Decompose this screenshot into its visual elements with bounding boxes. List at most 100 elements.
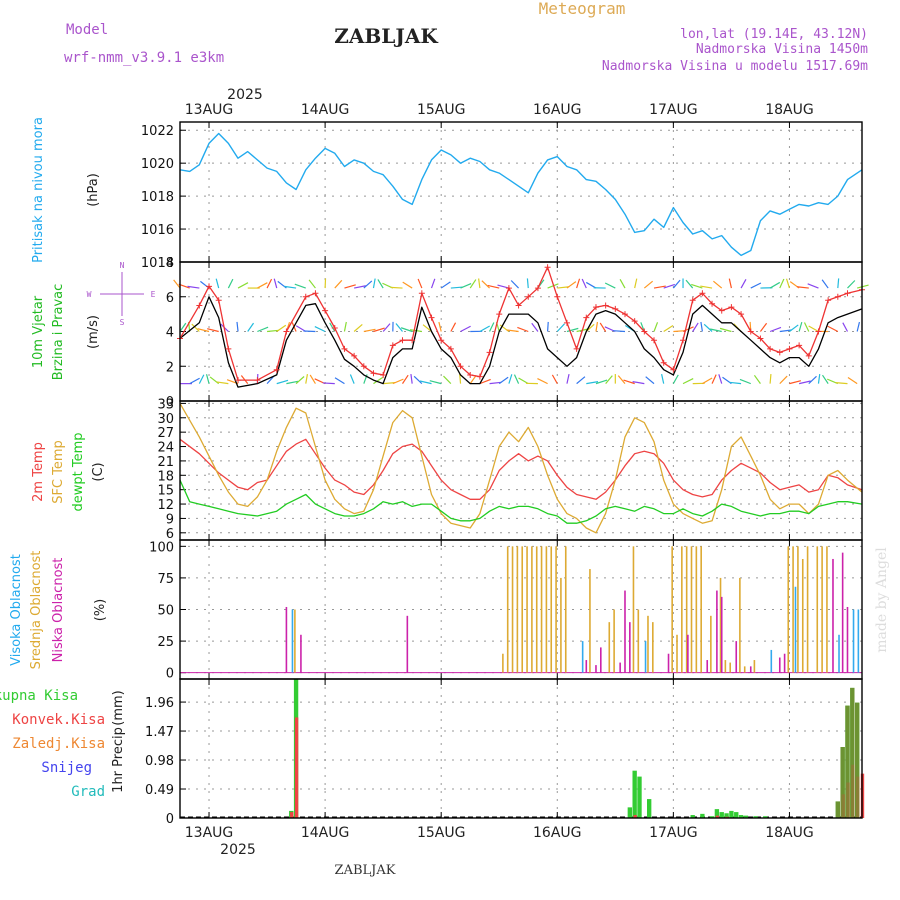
wind-arrow <box>267 329 280 333</box>
tick-label: 1.47 <box>145 725 174 740</box>
wind-arrow <box>585 281 597 289</box>
panel-frame <box>179 261 863 402</box>
rain-total-bar <box>647 799 652 818</box>
wind-arrow <box>842 322 849 332</box>
wind-arrow <box>847 280 856 289</box>
wind-arrow <box>769 281 781 289</box>
rain-total-bar <box>719 812 724 818</box>
wind-arrow <box>692 322 699 332</box>
wind-arrow <box>479 325 491 333</box>
wind-gust-marker <box>583 314 590 321</box>
wind-arrow <box>595 321 599 332</box>
day-label-top: 15AUG <box>417 102 466 118</box>
wind-arrow <box>343 321 347 332</box>
wind-gust-marker <box>438 337 445 344</box>
wind-gust-marker <box>206 283 213 290</box>
wind-gust-marker <box>457 363 464 370</box>
wind-arrow <box>191 323 200 332</box>
rain-total-bar <box>738 815 744 818</box>
wind-gust-marker <box>331 325 338 332</box>
wind-arrow <box>691 283 703 289</box>
tick-label: 30 <box>157 412 174 427</box>
wind-arrow <box>506 329 519 333</box>
model-elevation-text: Nadmorska Visina u modelu 1517.69m <box>602 59 868 74</box>
tick-label: 27 <box>157 426 174 441</box>
wind-arrow <box>566 281 577 289</box>
wind-gust-marker <box>786 345 793 352</box>
wind-arrow <box>498 376 509 385</box>
wind-arrow <box>334 377 345 385</box>
wind-arrow <box>685 279 694 289</box>
panel-clouds: 0 25 50 75 100 <box>149 540 862 682</box>
tick-label: 100 <box>149 540 174 555</box>
wind-arrow <box>402 281 413 289</box>
wind-gust-marker <box>496 311 503 318</box>
wind-arrow <box>205 374 210 384</box>
rain-total-bar <box>743 815 749 818</box>
wind-arrow <box>443 375 452 385</box>
wind-arrow <box>513 374 520 384</box>
wind-arrow <box>295 376 305 385</box>
wind-arrow <box>605 375 613 385</box>
wind-gust-marker <box>409 337 416 344</box>
panel-pressure: 1014 1016 1018 1020 1022 <box>141 122 863 271</box>
wind-arrow <box>273 278 278 289</box>
wind-arrow <box>576 278 581 289</box>
tick-label: 6 <box>166 527 174 542</box>
wind-arrow <box>450 322 457 332</box>
wind-arrow <box>334 279 343 289</box>
wind-arrow <box>566 374 570 384</box>
wind-gust-marker <box>641 328 648 335</box>
wind-arrow <box>322 382 335 385</box>
temp-ylabel-3: dewpt Temp <box>71 432 86 511</box>
wind-arrow <box>354 285 366 289</box>
wind-arrow <box>822 374 829 384</box>
wind-gust-marker <box>351 352 358 359</box>
wind-arrow <box>566 327 579 333</box>
compass-n: N <box>120 261 125 270</box>
wind-arrow <box>803 322 810 332</box>
rain-conv-bar <box>633 815 637 818</box>
wind-gust-marker <box>370 370 377 377</box>
wind-arrow <box>789 324 799 332</box>
tick-label: 1.96 <box>145 696 174 711</box>
wind-gust-marker <box>728 304 735 311</box>
wind-arrow <box>710 328 722 333</box>
wind-arrow <box>479 378 491 385</box>
wind-gust-marker <box>534 285 541 292</box>
rain-total-bar <box>729 810 734 818</box>
model-label: Model <box>66 22 108 38</box>
rain-conv-bar <box>715 815 720 818</box>
tick-label: 0 <box>166 395 174 410</box>
wind-arrow <box>198 374 205 384</box>
wind-arrow <box>173 279 181 289</box>
rain-total-bar <box>690 815 695 818</box>
day-label-top: 17AUG <box>649 102 698 118</box>
rain-mixed-bar <box>835 801 840 818</box>
wind-arrow <box>672 374 679 384</box>
wind-gust-marker <box>621 311 628 318</box>
precip-legend-item: Zaledj.Kisa <box>12 736 105 752</box>
wind-arrow <box>821 279 829 289</box>
wind-arrow <box>759 322 768 332</box>
wind-arrow <box>363 328 376 333</box>
wind-gust-marker <box>225 345 232 352</box>
wind-gust-marker <box>486 349 493 356</box>
t2m-line <box>179 438 863 500</box>
panel-precip: 0 0.49 0.98 1.47 1.96 <box>145 679 865 827</box>
panel-frame <box>179 121 863 263</box>
wind-arrow <box>329 322 336 332</box>
rain-total-bar <box>637 776 642 818</box>
wind-arrow <box>459 373 462 384</box>
wind-gust-marker <box>747 328 754 335</box>
wind-gust-marker <box>467 371 474 378</box>
wind-arrow <box>653 322 659 332</box>
tick-label: 1018 <box>141 190 174 205</box>
tick-label: 12 <box>157 498 174 513</box>
day-label-bottom: 14AUG <box>301 825 350 841</box>
wind-arrow <box>728 278 732 289</box>
tick-label: 9 <box>166 512 174 527</box>
wind-arrow <box>308 279 316 289</box>
wind-arrow <box>438 321 442 332</box>
wind-arrow <box>197 328 210 333</box>
